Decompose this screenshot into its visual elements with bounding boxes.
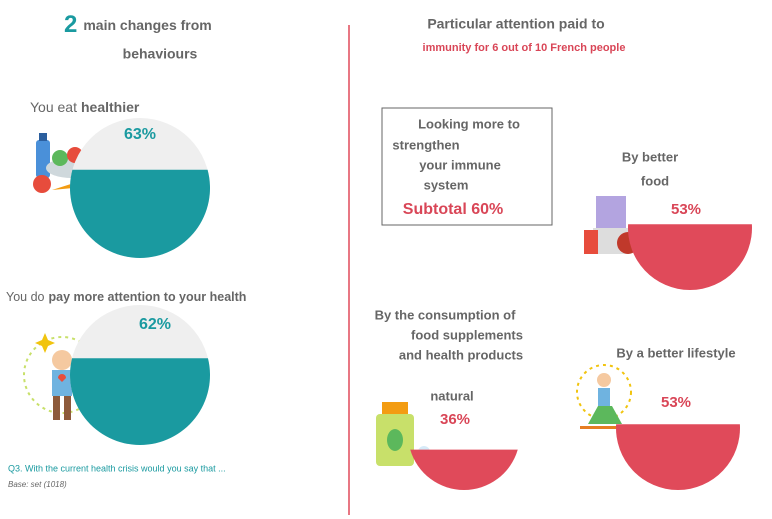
right-title: Particular attention paid to — [427, 16, 604, 32]
subtotal: Subtotal 60% — [403, 201, 503, 218]
left-title: 2 main changes from — [64, 11, 212, 38]
bowl-fill — [616, 424, 740, 490]
value-label: 53% — [671, 201, 701, 218]
box-line: Looking more to — [418, 116, 520, 131]
blender-icon — [584, 196, 642, 254]
yoga-icon — [576, 364, 632, 429]
item-line: food supplements — [411, 327, 523, 342]
gauge-fill — [70, 169, 211, 258]
item-line: natural — [430, 388, 473, 403]
box-line: strengthen — [392, 137, 459, 152]
subtotal-box — [381, 107, 553, 226]
box-line: system — [424, 177, 469, 192]
item-line: and health products — [399, 347, 523, 362]
item-line: food — [641, 173, 669, 188]
item-label: You do pay more attention to your health — [6, 290, 246, 304]
value-label: 36% — [440, 411, 470, 428]
value-label: 63% — [124, 126, 156, 143]
bowl-fill — [410, 449, 518, 491]
value-label: 53% — [661, 394, 691, 411]
value-label: 62% — [139, 316, 171, 333]
right-subtitle: immunity for 6 out of 10 French people — [423, 42, 626, 54]
item-line: By the consumption of — [375, 307, 517, 322]
bowl-fill — [628, 224, 752, 290]
item-line: By better — [622, 149, 678, 164]
gauge-fill — [70, 358, 211, 445]
footnote: Q3. With the current health crisis would… — [8, 463, 226, 473]
box-line: your immune — [419, 157, 501, 172]
base-note: Base: set (1018) — [8, 480, 67, 489]
item-label: You eat healthier — [30, 99, 140, 115]
item-line: By a better lifestyle — [616, 345, 735, 360]
left-title-line2: behaviours — [123, 46, 198, 62]
